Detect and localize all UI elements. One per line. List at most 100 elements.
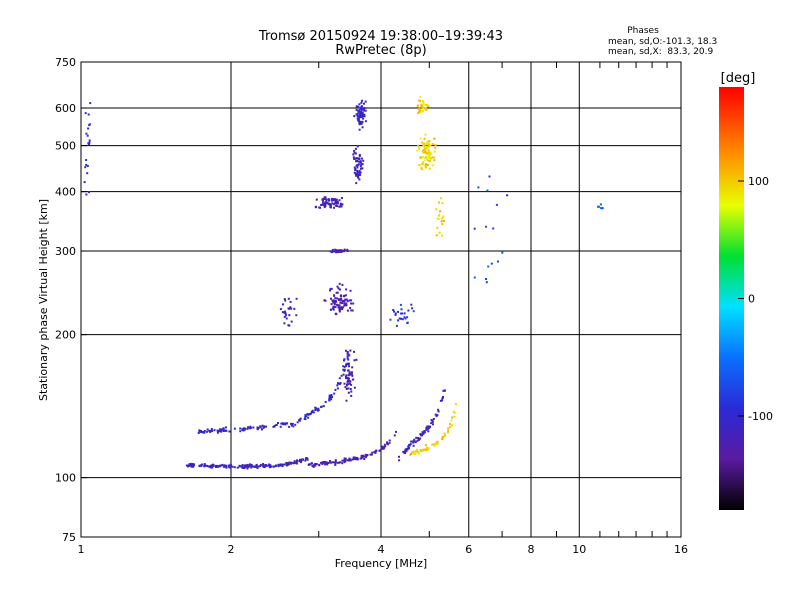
- data-point: [236, 466, 239, 469]
- data-point: [403, 451, 406, 454]
- data-point: [360, 167, 363, 170]
- data-point: [423, 148, 426, 151]
- data-point: [191, 465, 194, 468]
- data-point: [432, 418, 435, 420]
- data-point: [288, 314, 291, 317]
- data-point: [307, 413, 310, 416]
- data-point: [282, 303, 284, 306]
- data-point: [279, 464, 282, 467]
- data-point: [447, 430, 450, 433]
- data-point: [277, 463, 280, 466]
- data-point: [238, 465, 241, 468]
- data-point: [352, 156, 355, 159]
- data-point: [343, 302, 346, 305]
- data-point: [273, 465, 276, 468]
- data-point: [419, 95, 422, 98]
- data-point: [436, 217, 439, 220]
- x-tick-label: 10: [572, 543, 586, 556]
- data-point: [417, 112, 420, 115]
- data-point: [425, 147, 428, 150]
- data-point: [332, 250, 335, 253]
- data-point: [332, 307, 335, 310]
- data-point: [477, 186, 480, 189]
- data-point: [87, 142, 90, 145]
- data-point: [298, 460, 301, 463]
- colorbar-label: [deg]: [721, 71, 756, 86]
- data-point: [347, 391, 350, 394]
- data-point: [428, 425, 431, 428]
- data-point: [352, 458, 355, 460]
- data-point: [337, 306, 340, 309]
- data-point: [414, 452, 417, 455]
- data-point: [442, 396, 444, 399]
- data-point: [417, 108, 420, 110]
- data-point: [444, 434, 446, 437]
- data-point: [425, 447, 428, 450]
- data-point: [427, 430, 430, 433]
- data-point: [438, 213, 441, 216]
- data-point: [323, 206, 326, 209]
- colorbar-tick-label: 0: [748, 293, 755, 306]
- data-point: [295, 314, 298, 317]
- data-point: [424, 107, 427, 110]
- data-point: [341, 283, 344, 286]
- data-point: [356, 159, 359, 162]
- data-point: [355, 108, 358, 111]
- data-point: [441, 223, 444, 226]
- data-point: [335, 198, 338, 201]
- data-point: [303, 418, 306, 421]
- data-point: [378, 449, 381, 452]
- data-point: [366, 454, 369, 456]
- data-point: [332, 305, 335, 308]
- data-point: [349, 388, 352, 391]
- data-point: [351, 309, 354, 312]
- data-point: [338, 288, 341, 291]
- data-point: [343, 459, 346, 462]
- data-point: [359, 113, 362, 116]
- data-point: [424, 165, 427, 168]
- data-point: [338, 377, 341, 380]
- data-point: [345, 349, 347, 352]
- data-point: [357, 163, 360, 166]
- data-point: [337, 202, 339, 205]
- data-point: [415, 436, 418, 439]
- data-point: [352, 456, 355, 459]
- data-point: [433, 150, 436, 153]
- data-point: [373, 451, 376, 454]
- plot-area: 1 2 4 6 8 10 16 75 100 200 300 400 500 600 750: [55, 56, 688, 556]
- data-point: [324, 463, 327, 466]
- data-point: [346, 379, 349, 382]
- data-point: [441, 217, 443, 220]
- data-point: [229, 466, 232, 469]
- data-point: [345, 298, 348, 301]
- data-point: [413, 439, 416, 442]
- data-point: [351, 366, 354, 369]
- data-point: [473, 227, 476, 230]
- data-point: [322, 405, 325, 408]
- data-point: [343, 250, 345, 253]
- data-point: [333, 303, 336, 306]
- data-point: [325, 199, 328, 202]
- data-point: [261, 424, 264, 427]
- data-point: [422, 161, 425, 164]
- data-point: [416, 439, 419, 442]
- data-point: [284, 312, 287, 315]
- data-point: [340, 374, 343, 377]
- data-point: [363, 115, 366, 118]
- data-point: [326, 463, 329, 466]
- data-point: [358, 123, 361, 126]
- data-point: [242, 427, 245, 430]
- data-point: [228, 466, 231, 469]
- data-point: [239, 430, 242, 433]
- data-point: [358, 121, 361, 124]
- data-point: [89, 102, 92, 105]
- data-point: [349, 289, 352, 292]
- data-point: [363, 455, 366, 458]
- data-point: [231, 465, 234, 468]
- data-point: [403, 312, 406, 315]
- data-point: [324, 203, 327, 206]
- data-point: [345, 374, 348, 377]
- data-point: [341, 300, 344, 303]
- y-tick-label: 400: [55, 186, 76, 199]
